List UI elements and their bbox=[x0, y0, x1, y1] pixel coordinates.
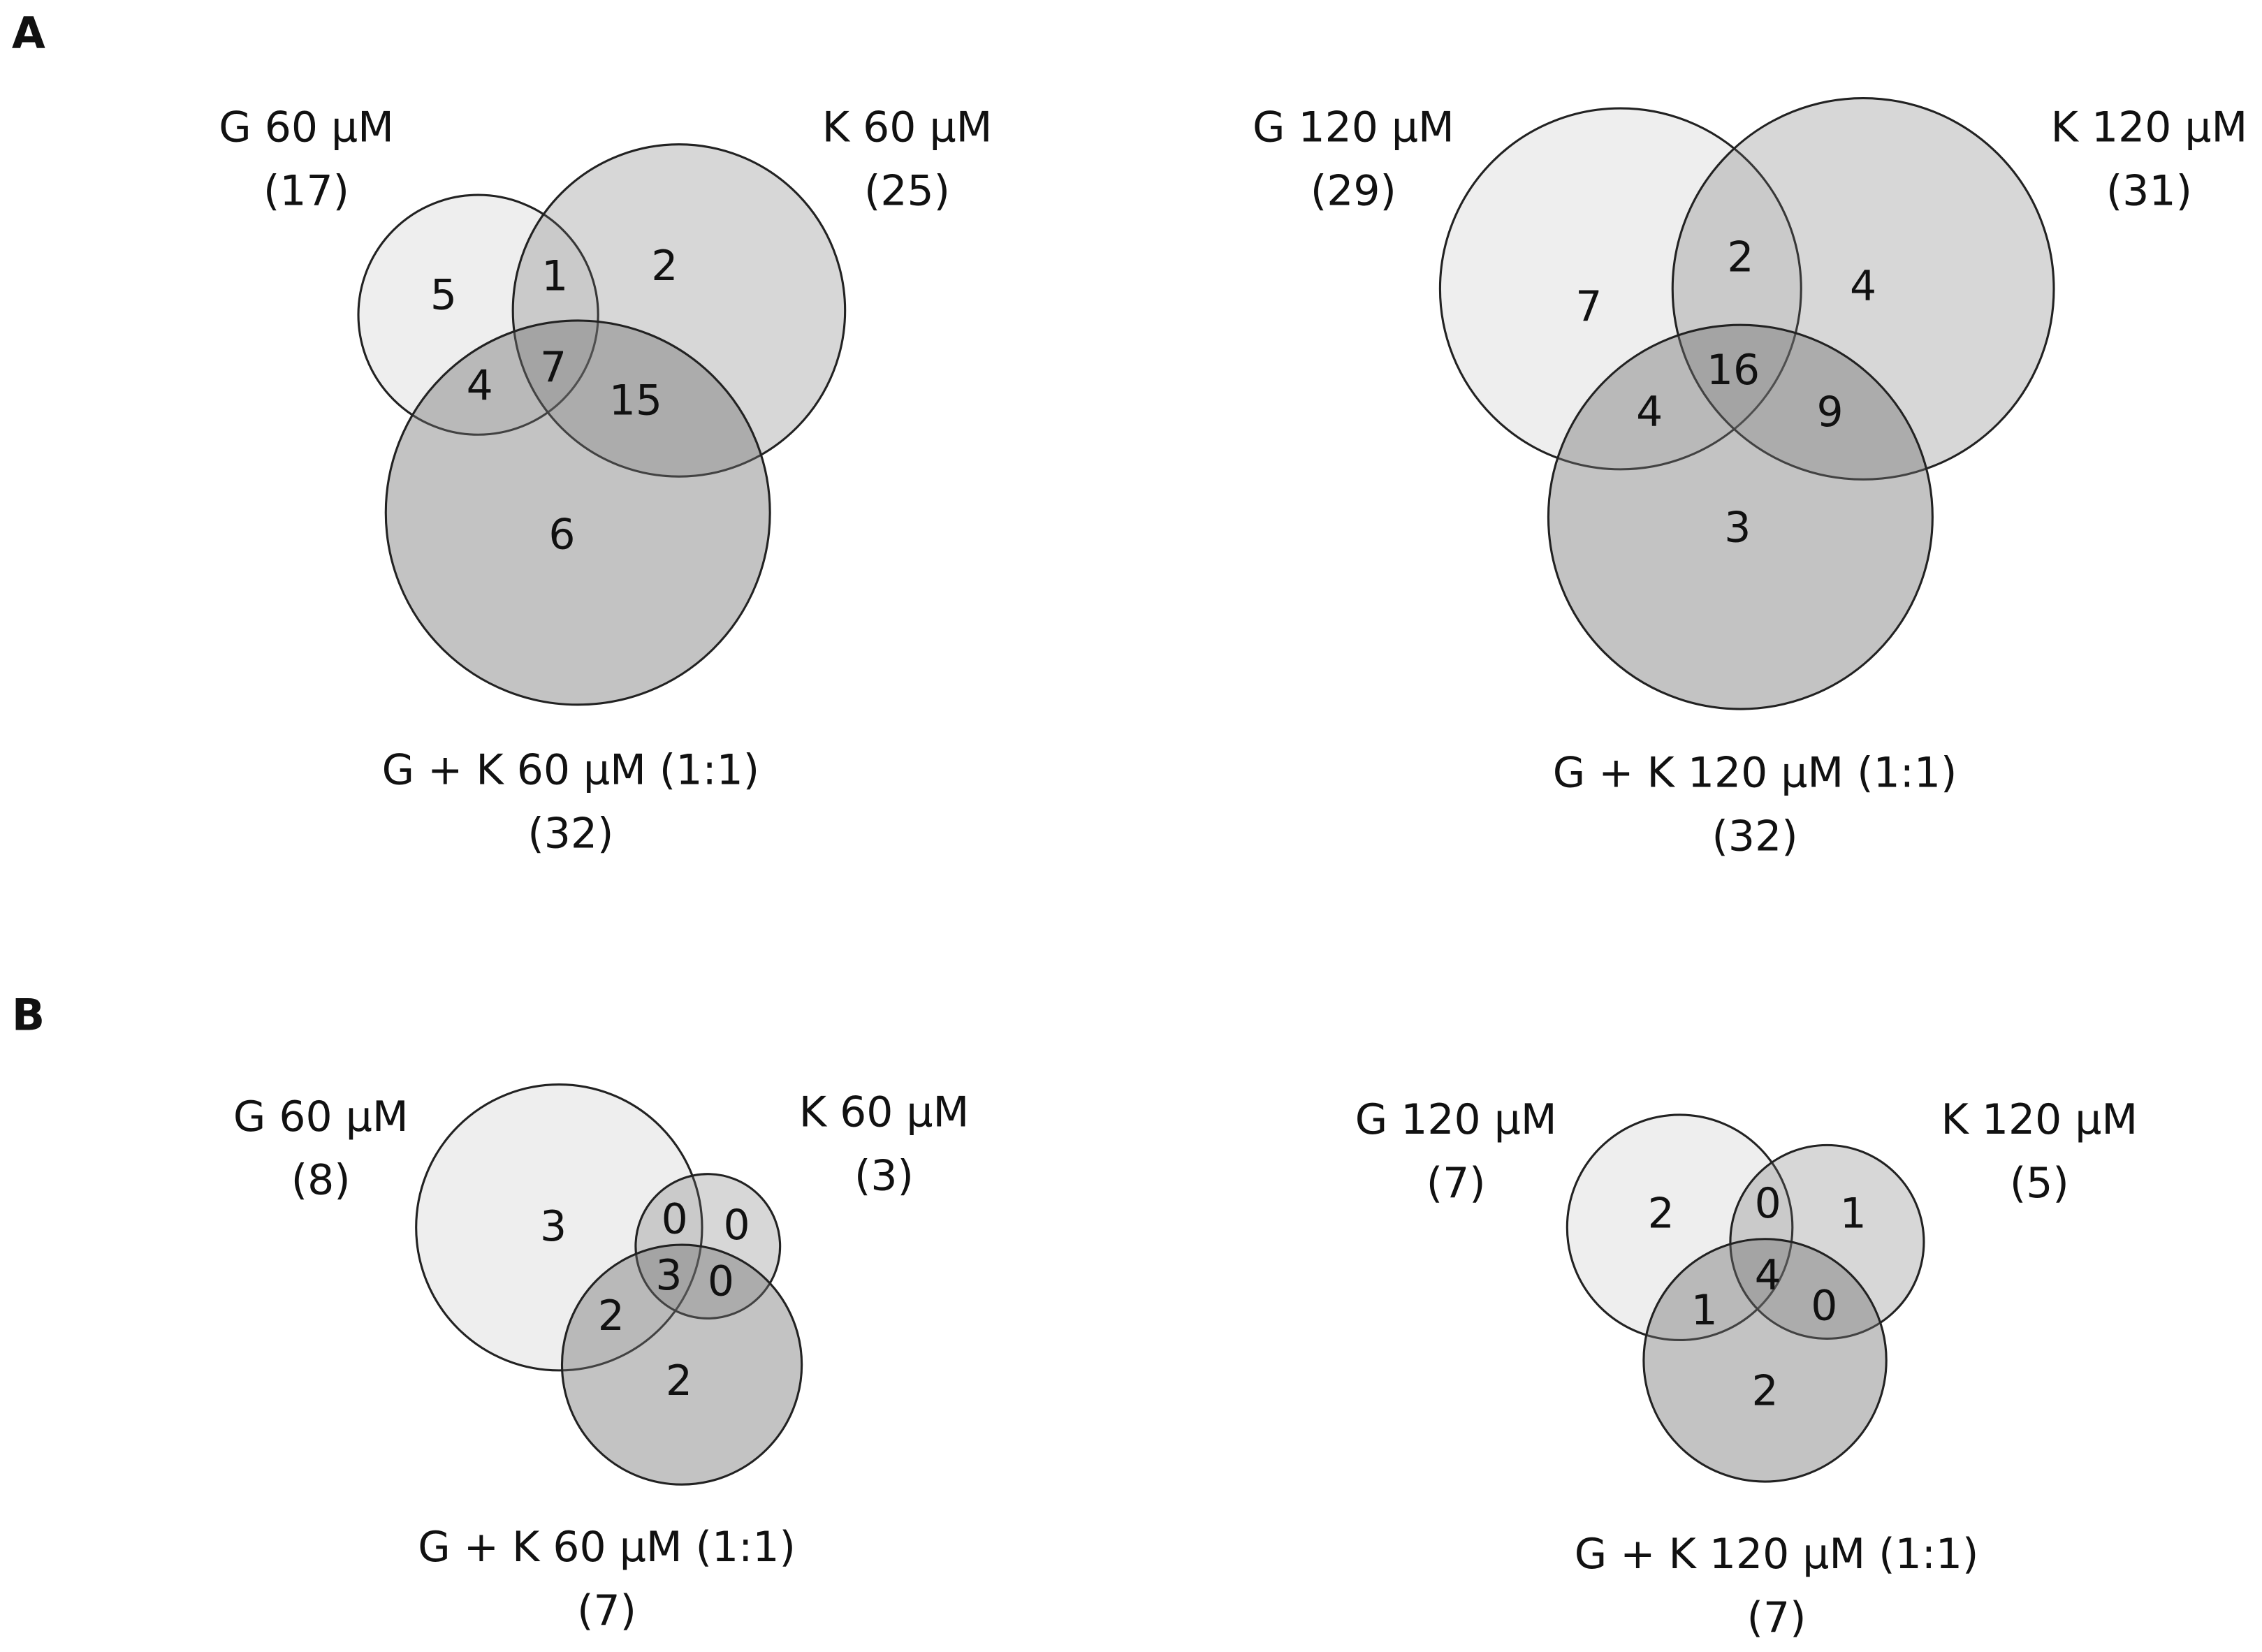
region-count: 0 bbox=[708, 1257, 734, 1306]
set-total: (7) bbox=[1426, 1159, 1486, 1208]
set-circle bbox=[1566, 1113, 1794, 1342]
set-circle bbox=[560, 1243, 803, 1486]
set-name: G + K 60 μM (1:1) bbox=[382, 746, 760, 795]
set-circle bbox=[384, 319, 771, 706]
set-circle bbox=[511, 143, 847, 478]
region-count: 0 bbox=[1811, 1282, 1837, 1331]
set-total: (32) bbox=[527, 810, 613, 858]
region-count: 6 bbox=[548, 511, 575, 560]
region-count: 3 bbox=[540, 1202, 567, 1251]
region-count: 3 bbox=[1724, 503, 1751, 552]
set-total: (17) bbox=[263, 167, 349, 216]
set-circle bbox=[634, 1173, 782, 1320]
region-count: 3 bbox=[655, 1251, 682, 1300]
set-circle bbox=[1438, 107, 1802, 471]
region-count: 4 bbox=[1850, 262, 1876, 311]
region-count: 2 bbox=[1727, 233, 1753, 282]
set-name: G 60 μM bbox=[233, 1092, 409, 1141]
region-count: 0 bbox=[1755, 1179, 1781, 1228]
set-total: (8) bbox=[291, 1156, 351, 1205]
set-total: (29) bbox=[1311, 167, 1396, 216]
region-count: 2 bbox=[598, 1292, 625, 1340]
set-circle bbox=[1642, 1238, 1888, 1483]
region-count: 1 bbox=[1840, 1189, 1867, 1238]
region-count: 2 bbox=[1648, 1189, 1674, 1238]
set-name: G 120 μM bbox=[1253, 103, 1454, 152]
panel-label: A bbox=[12, 8, 45, 59]
region-count: 0 bbox=[662, 1195, 688, 1244]
set-name: K 60 μM bbox=[799, 1088, 970, 1137]
set-name: K 120 μM bbox=[1941, 1095, 2138, 1144]
set-total: (3) bbox=[854, 1152, 914, 1201]
set-total: (32) bbox=[1712, 812, 1798, 861]
set-name: G + K 120 μM (1:1) bbox=[1575, 1530, 1979, 1579]
region-count: 1 bbox=[541, 252, 568, 301]
region-count: 2 bbox=[1751, 1367, 1778, 1416]
region-count: 15 bbox=[609, 376, 662, 425]
region-count: 2 bbox=[666, 1357, 692, 1405]
set-total: (5) bbox=[2010, 1159, 2069, 1208]
set-circle bbox=[415, 1083, 703, 1372]
region-count: 1 bbox=[1691, 1286, 1718, 1335]
region-count: 7 bbox=[540, 343, 567, 392]
region-count: 16 bbox=[1707, 346, 1760, 395]
region-count: 5 bbox=[430, 270, 457, 319]
region-count: 2 bbox=[651, 242, 678, 291]
region-count: 4 bbox=[1636, 388, 1663, 437]
set-total: (31) bbox=[2106, 167, 2192, 216]
region-count: 4 bbox=[467, 362, 493, 411]
set-name: G + K 60 μM (1:1) bbox=[418, 1523, 796, 1572]
set-name: K 120 μM bbox=[2051, 103, 2248, 152]
panel-label: B bbox=[12, 990, 45, 1041]
set-name: G 120 μM bbox=[1355, 1095, 1557, 1144]
set-name: G 60 μM bbox=[219, 103, 394, 152]
set-total: (7) bbox=[577, 1586, 636, 1635]
set-total: (7) bbox=[1747, 1593, 1807, 1642]
set-circle bbox=[1547, 323, 1934, 710]
set-circle bbox=[357, 193, 599, 436]
set-circle bbox=[1729, 1143, 1925, 1340]
set-total: (25) bbox=[864, 167, 950, 216]
set-circle bbox=[1671, 97, 2055, 481]
region-count: 7 bbox=[1575, 282, 1602, 331]
set-name: K 60 μM bbox=[822, 103, 993, 152]
set-name: G + K 120 μM (1:1) bbox=[1553, 749, 1957, 798]
region-count: 0 bbox=[724, 1201, 750, 1250]
region-count: 4 bbox=[1755, 1251, 1781, 1300]
region-count: 9 bbox=[1817, 388, 1844, 437]
